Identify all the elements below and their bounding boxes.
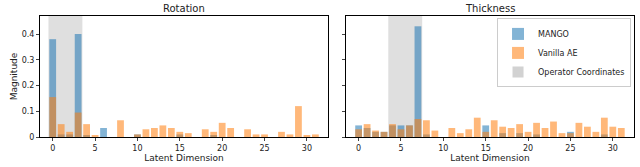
svg-text:MANGO: MANGO — [538, 30, 569, 39]
svg-text:30: 30 — [302, 144, 312, 153]
svg-text:25: 25 — [259, 144, 269, 153]
svg-text:0.3: 0.3 — [22, 56, 35, 65]
svg-text:Latent Dimension: Latent Dimension — [144, 153, 224, 163]
svg-text:Thickness: Thickness — [465, 3, 515, 14]
svg-text:15: 15 — [175, 144, 185, 153]
svg-text:15: 15 — [481, 144, 491, 153]
svg-text:5: 5 — [93, 144, 98, 153]
svg-text:Magnitude: Magnitude — [9, 52, 19, 100]
svg-text:20: 20 — [523, 144, 533, 153]
svg-text:10: 10 — [132, 144, 142, 153]
svg-text:30: 30 — [608, 144, 618, 153]
svg-text:0: 0 — [356, 144, 361, 153]
svg-text:0: 0 — [50, 144, 55, 153]
svg-text:0: 0 — [29, 133, 34, 142]
svg-text:0.4: 0.4 — [22, 30, 35, 39]
svg-text:10: 10 — [438, 144, 448, 153]
svg-text:25: 25 — [565, 144, 575, 153]
svg-text:Rotation: Rotation — [163, 3, 205, 14]
svg-text:Vanilla AE: Vanilla AE — [538, 49, 577, 58]
svg-text:0.2: 0.2 — [22, 81, 35, 90]
svg-text:5: 5 — [398, 144, 403, 153]
svg-text:Latent Dimension: Latent Dimension — [450, 153, 530, 163]
svg-text:0.1: 0.1 — [22, 107, 35, 116]
svg-text:20: 20 — [217, 144, 227, 153]
svg-text:Operator Coordinates: Operator Coordinates — [538, 68, 624, 77]
